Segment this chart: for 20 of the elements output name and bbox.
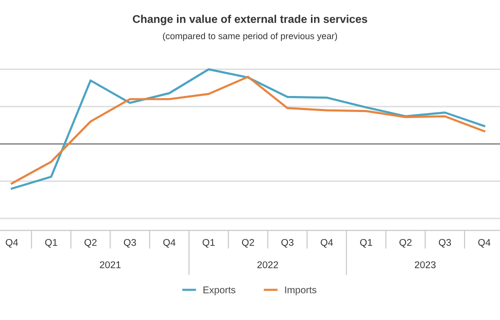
- text: 2023: [414, 261, 436, 268]
- x-tick-label: Q2: [399, 238, 412, 248]
- x-tick-label: Q4: [6, 238, 18, 248]
- x-tick-label: Q4: [478, 238, 490, 248]
- chart-subtitle: (compared to same period of previous year): [163, 32, 338, 42]
- x-tick-label: Q3: [438, 238, 451, 248]
- legend-label: Exports: [204, 286, 236, 296]
- text: 2022: [257, 261, 278, 268]
- text: 2021: [100, 261, 121, 268]
- x-tick-label: Q4: [163, 238, 176, 248]
- x-tick-label: Q3: [281, 238, 294, 248]
- x-tick-label: Q2: [242, 238, 254, 248]
- chart-title: Change in value of external trade in services: [132, 14, 368, 26]
- x-tick-label: Q2: [84, 238, 97, 248]
- x-tick-label: Q1: [45, 238, 58, 248]
- legend-label: Imports: [285, 286, 316, 296]
- x-tick-label: Q4: [320, 238, 333, 248]
- x-tick-label: Q1: [202, 238, 215, 248]
- x-tick-label: Q1: [360, 238, 372, 248]
- x-tick-label: Q3: [124, 238, 136, 248]
